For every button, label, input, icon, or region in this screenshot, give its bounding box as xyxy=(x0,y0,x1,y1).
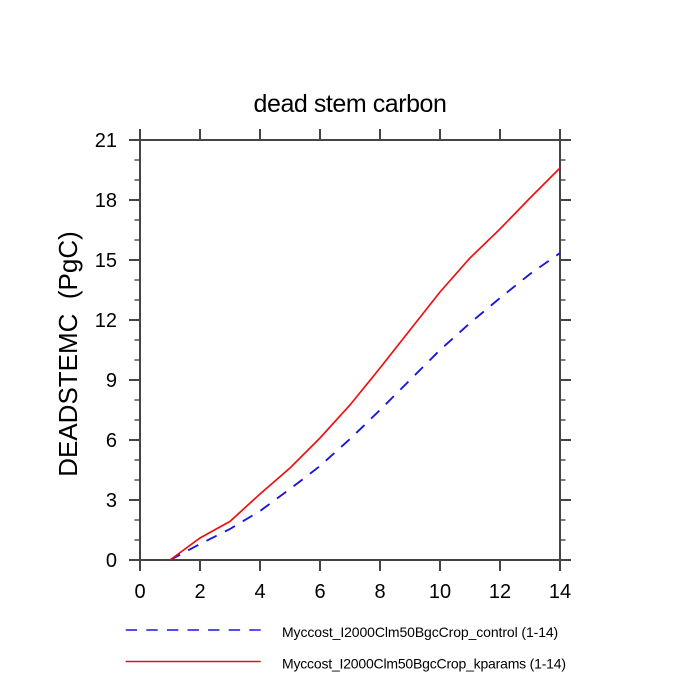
svg-text:10: 10 xyxy=(429,581,451,603)
svg-text:8: 8 xyxy=(374,581,385,603)
svg-text:2: 2 xyxy=(194,581,205,603)
svg-text:Myccost_I2000Clm50BgcCrop_kpar: Myccost_I2000Clm50BgcCrop_kparams (1-14) xyxy=(282,656,566,672)
svg-text:Myccost_I2000Clm50BgcCrop_cont: Myccost_I2000Clm50BgcCrop_control (1-14) xyxy=(282,624,558,640)
svg-text:12: 12 xyxy=(489,581,511,603)
svg-text:0: 0 xyxy=(134,581,145,603)
svg-text:dead stem carbon: dead stem carbon xyxy=(254,90,447,118)
svg-text:21: 21 xyxy=(95,130,117,152)
svg-text:6: 6 xyxy=(106,430,117,452)
svg-text:0: 0 xyxy=(106,550,117,572)
svg-text:9: 9 xyxy=(106,370,117,392)
svg-text:6: 6 xyxy=(314,581,325,603)
svg-text:3: 3 xyxy=(106,490,117,512)
svg-text:12: 12 xyxy=(95,310,117,332)
svg-text:4: 4 xyxy=(254,581,265,603)
svg-text:15: 15 xyxy=(95,250,117,272)
svg-text:DEADSTEMC (PgC): DEADSTEMC (PgC) xyxy=(53,231,83,477)
svg-text:14: 14 xyxy=(549,581,571,603)
svg-text:18: 18 xyxy=(95,190,117,212)
